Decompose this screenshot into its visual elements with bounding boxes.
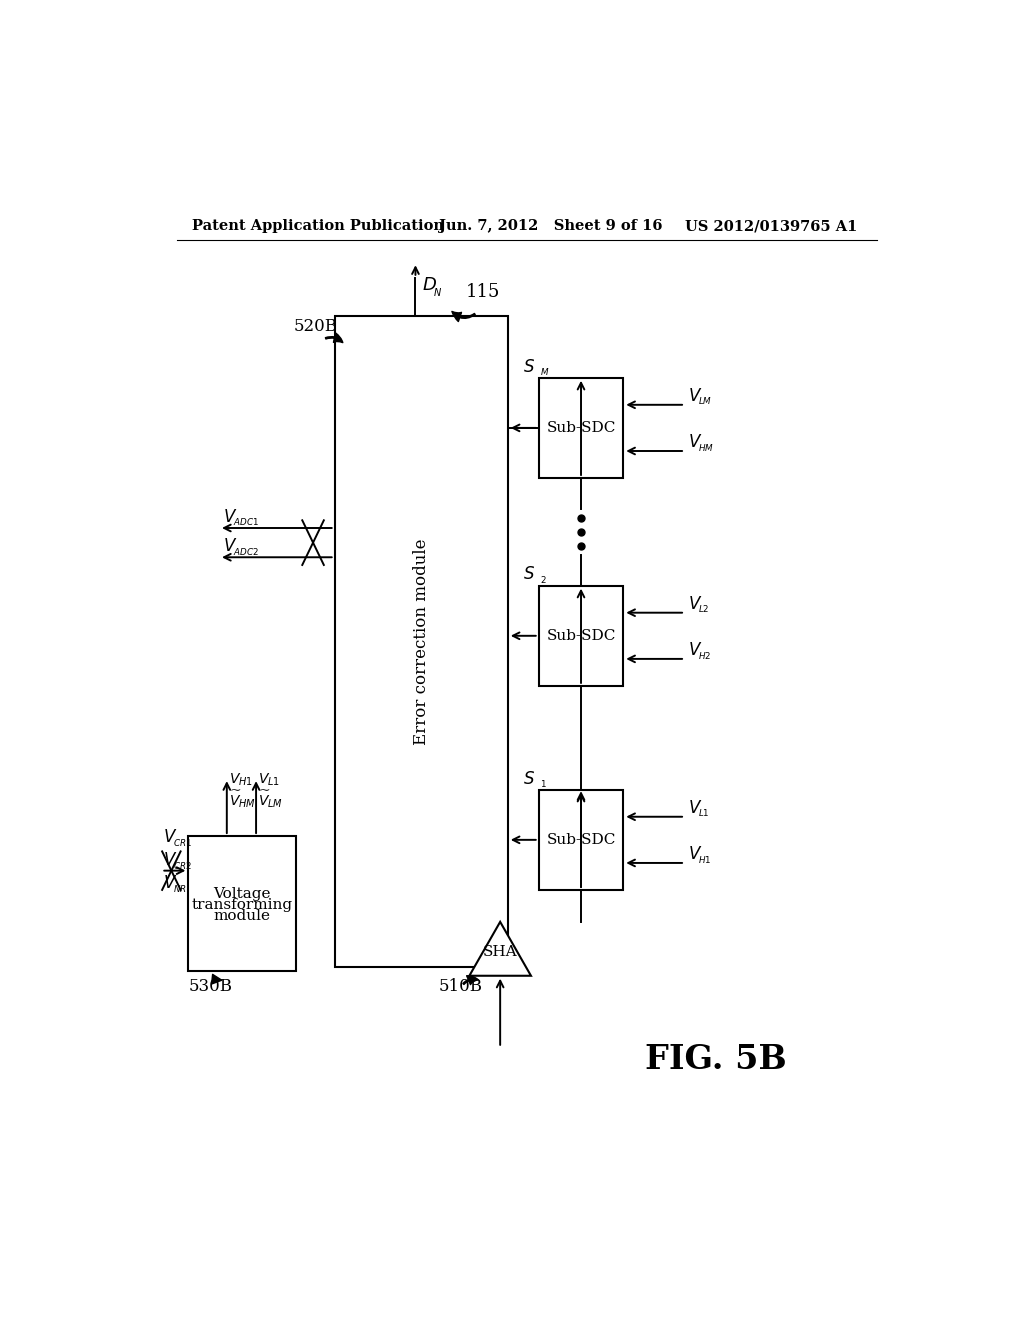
Text: Sub-SDC: Sub-SDC	[547, 421, 615, 434]
Text: $V$: $V$	[688, 388, 702, 405]
Text: SHA: SHA	[483, 945, 517, 958]
Text: $V_{H1}$: $V_{H1}$	[229, 772, 253, 788]
Text: 115: 115	[466, 282, 500, 301]
Text: FIG. 5B: FIG. 5B	[645, 1043, 786, 1076]
Text: US 2012/0139765 A1: US 2012/0139765 A1	[685, 219, 857, 234]
Text: $_{CR2}$: $_{CR2}$	[173, 859, 191, 871]
Text: Patent Application Publication: Patent Application Publication	[193, 219, 444, 234]
Text: module: module	[214, 908, 270, 923]
Text: Voltage: Voltage	[213, 887, 271, 902]
Bar	[539, 378, 624, 478]
FancyArrowPatch shape	[463, 975, 478, 985]
Bar	[539, 789, 624, 890]
Text: $_{LM}$: $_{LM}$	[698, 395, 713, 408]
Text: $_{ADC1}$: $_{ADC1}$	[233, 515, 259, 528]
Text: 520B: 520B	[294, 318, 338, 335]
Text: $_2$: $_2$	[541, 573, 547, 586]
Text: Jun. 7, 2012   Sheet 9 of 16: Jun. 7, 2012 Sheet 9 of 16	[438, 219, 663, 234]
Text: $V$: $V$	[223, 539, 238, 554]
Text: $D$: $D$	[422, 276, 436, 294]
Text: $V_{HM}$: $V_{HM}$	[229, 793, 256, 809]
Text: $S$: $S$	[523, 771, 535, 788]
Text: $_{CR1}$: $_{CR1}$	[173, 836, 191, 849]
Bar	[335, 317, 508, 966]
Text: $V_{LM}$: $V_{LM}$	[258, 793, 284, 809]
FancyArrowPatch shape	[326, 333, 343, 343]
Text: $_{L2}$: $_{L2}$	[698, 602, 710, 615]
Text: $V_{L1}$: $V_{L1}$	[258, 772, 281, 788]
Text: $V$: $V$	[688, 642, 702, 659]
Text: 510B: 510B	[438, 978, 482, 995]
Text: $V$: $V$	[688, 800, 702, 817]
Text: $_{HM}$: $_{HM}$	[698, 441, 714, 454]
Text: $_{H2}$: $_{H2}$	[698, 648, 712, 661]
Text: $V$: $V$	[163, 875, 177, 892]
Text: $_1$: $_1$	[541, 777, 547, 791]
Text: $V$: $V$	[688, 434, 702, 451]
Text: $V$: $V$	[223, 508, 238, 525]
Text: $_{NR}$: $_{NR}$	[173, 882, 186, 895]
Polygon shape	[469, 921, 531, 975]
Text: $V$: $V$	[163, 853, 177, 869]
FancyArrowPatch shape	[452, 312, 475, 322]
Text: Sub-SDC: Sub-SDC	[547, 833, 615, 847]
Text: Sub-SDC: Sub-SDC	[547, 628, 615, 643]
Text: ~: ~	[229, 784, 241, 797]
FancyArrowPatch shape	[212, 974, 222, 983]
Text: $_N$: $_N$	[433, 285, 442, 298]
Bar	[539, 586, 624, 686]
Text: $_{H1}$: $_{H1}$	[698, 853, 712, 866]
Text: $_{ADC2}$: $_{ADC2}$	[233, 545, 259, 557]
Bar	[188, 836, 296, 970]
Text: $_{L1}$: $_{L1}$	[698, 807, 710, 820]
Text: $V$: $V$	[163, 829, 177, 846]
Text: $_M$: $_M$	[541, 366, 550, 379]
Text: transforming: transforming	[191, 898, 293, 912]
Text: 530B: 530B	[188, 978, 232, 995]
Text: $V$: $V$	[688, 595, 702, 612]
Text: $S$: $S$	[523, 566, 535, 583]
Text: $V$: $V$	[688, 846, 702, 863]
Text: ~: ~	[258, 784, 270, 797]
Text: $S$: $S$	[523, 359, 535, 376]
Text: Error correction module: Error correction module	[413, 539, 430, 744]
